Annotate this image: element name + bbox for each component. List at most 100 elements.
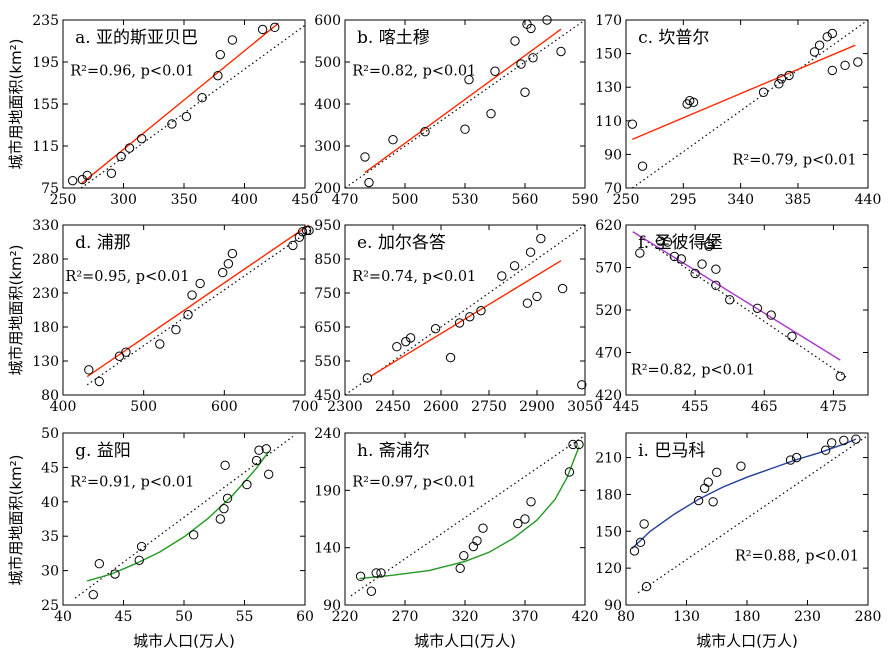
- reference-line: [86, 227, 314, 386]
- x-tick-label: 55: [236, 609, 254, 625]
- data-point: [94, 559, 105, 569]
- plot-frame: [62, 224, 306, 396]
- x-tick-label: 295: [670, 192, 697, 208]
- stat-label: R²=0.82, p<0.01: [352, 63, 476, 79]
- y-tick-label: 240: [314, 426, 341, 442]
- y-tick-label: 170: [595, 13, 622, 29]
- data-point: [251, 455, 262, 466]
- data-point: [490, 66, 500, 76]
- data-point: [478, 523, 488, 533]
- y-tick-label: 45: [41, 460, 59, 476]
- data-point: [736, 461, 746, 471]
- data-point: [106, 168, 117, 179]
- data-point: [124, 143, 135, 153]
- data-point: [155, 339, 165, 349]
- panel-b: 470 500 530 560 590 200 300 400 500 600 b. 喀土穆 R²=0…: [314, 13, 598, 208]
- panel-f: 445 455 465 475 420 470 520 570 620 f. 圣彼得堡 R²=0.8…: [595, 218, 869, 415]
- x-tick-label: 3050: [567, 399, 603, 415]
- y-tick-label: 155: [32, 97, 59, 113]
- data-point: [187, 290, 197, 300]
- data-point: [787, 331, 797, 342]
- data-point: [851, 434, 861, 444]
- data-point: [536, 233, 546, 244]
- reference-line: [632, 231, 848, 379]
- y-tick-label: 30: [41, 564, 59, 580]
- y-tick-label: 180: [32, 320, 59, 336]
- fit-line: [364, 28, 562, 174]
- x-tick-label: 455: [682, 399, 709, 415]
- y-tick-label: 850: [314, 252, 341, 268]
- y-tick-label: 35: [41, 529, 59, 545]
- data-point: [167, 119, 177, 129]
- y-tick-label: 500: [314, 55, 341, 71]
- data-point: [364, 177, 374, 188]
- x-tick-label: 400: [50, 399, 77, 415]
- data-point: [688, 97, 699, 108]
- y-tick-label: 950: [314, 218, 341, 234]
- data-point: [627, 119, 638, 129]
- fit-line: [631, 438, 857, 550]
- data-point: [853, 57, 863, 67]
- x-tick-label: 80: [617, 609, 635, 625]
- data-point: [304, 225, 314, 236]
- y-tick-label: 235: [32, 13, 59, 29]
- panel-title: d. 浦那: [75, 233, 131, 253]
- data-point: [532, 291, 542, 302]
- x-axis-label: 城市人口(万人): [133, 632, 235, 650]
- stat-label: R²=0.82, p<0.01: [631, 363, 755, 379]
- data-point: [362, 373, 373, 383]
- data-point: [669, 251, 680, 262]
- panel-title: g. 益阳: [75, 441, 131, 461]
- y-tick-label: 130: [595, 80, 622, 96]
- data-point: [697, 259, 707, 269]
- data-point: [708, 497, 718, 507]
- data-point: [288, 240, 298, 251]
- x-tick-label: 300: [110, 192, 137, 208]
- data-point: [520, 514, 530, 524]
- y-tick-label: 300: [314, 139, 341, 155]
- y-tick-label: 280: [32, 252, 59, 268]
- data-point: [454, 318, 465, 328]
- panel-title: a. 亚的斯亚贝巴: [75, 28, 198, 48]
- x-tick-label: 470: [332, 192, 359, 208]
- data-point: [497, 271, 507, 281]
- panel-i: 80 130 180 230 280 90 120 150 180 210 i. 巴马科 R²=0.8…: [595, 432, 881, 625]
- x-tick-label: 475: [820, 399, 847, 415]
- data-point: [486, 108, 496, 119]
- data-point: [181, 111, 192, 122]
- y-tick-label: 70: [604, 181, 622, 197]
- data-point: [116, 151, 126, 162]
- y-tick-label: 330: [32, 218, 59, 234]
- data-point: [676, 254, 687, 264]
- y-tick-label: 520: [595, 303, 622, 319]
- data-point: [460, 124, 470, 134]
- x-tick-label: 230: [794, 609, 821, 625]
- data-point: [568, 439, 578, 450]
- x-tick-label: 320: [452, 609, 479, 625]
- data-point: [264, 469, 274, 479]
- x-tick-label: 270: [392, 609, 419, 625]
- y-tick-label: 230: [32, 286, 59, 302]
- data-point: [297, 227, 308, 237]
- data-point: [67, 175, 78, 186]
- data-point: [577, 380, 587, 390]
- data-point: [270, 22, 280, 33]
- reference-line: [344, 19, 586, 189]
- data-point: [465, 312, 475, 322]
- data-point: [215, 514, 226, 524]
- data-point: [822, 32, 832, 42]
- y-tick-label: 420: [595, 388, 622, 404]
- data-point: [528, 53, 538, 63]
- data-point: [784, 70, 794, 81]
- data-point: [371, 568, 381, 578]
- data-point: [574, 439, 584, 450]
- data-point: [355, 571, 366, 582]
- panel-title: b. 喀土穆: [357, 28, 430, 48]
- y-tick-label: 80: [41, 388, 59, 404]
- x-tick-label: 340: [727, 192, 754, 208]
- panel-g: 40 45 50 55 60 25 30 35 40 45 50 g. 益阳 R²=0.91, p<0.…: [41, 426, 314, 625]
- x-tick-label: 500: [130, 399, 157, 415]
- fit-line: [359, 446, 580, 580]
- data-point: [827, 65, 838, 76]
